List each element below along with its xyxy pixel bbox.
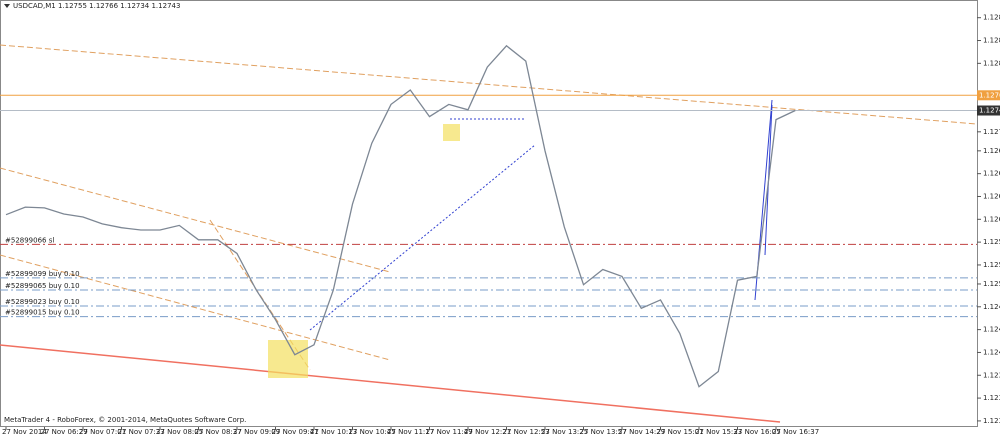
price-tag-label: 1.12743 (979, 107, 1000, 115)
x-tick-label: 27 Nov 06:29 (41, 428, 88, 436)
trade-link (309, 144, 536, 331)
x-tick-label: 27 Nov 13:57 (580, 428, 627, 436)
trend-line (0, 344, 781, 423)
y-tick-label: 1.12540 (983, 261, 1000, 269)
x-tick-label: 27 Nov 08:37 (195, 428, 242, 436)
x-tick-label: 27 Nov 2014 (2, 428, 47, 436)
menu-arrow[interactable] (4, 4, 10, 8)
order-label: #52899065 buy 0.10 (5, 282, 80, 290)
trend-line (0, 167, 391, 273)
x-tick-label: 27 Nov 07:01 (79, 428, 126, 436)
price-tag (977, 105, 1000, 116)
x-tick-label: 27 Nov 15:01 (657, 428, 704, 436)
plot-frame (0, 0, 978, 427)
highlight-box (443, 124, 460, 141)
y-tick-label: 1.12335 (983, 417, 1000, 425)
price-line-series (5, 44, 796, 388)
x-tick-label: 27 Nov 08:05 (156, 428, 203, 436)
y-tick-label: 1.12865 (983, 14, 1000, 22)
x-tick-label: 27 Nov 15:33 (695, 428, 742, 436)
highlight-box (268, 340, 308, 378)
price-tag-label: 1.12763 (979, 91, 1000, 99)
y-tick-label: 1.12485 (983, 303, 1000, 311)
chart-title: USDCAD,M1 1.12755 1.12766 1.12734 1.1274… (13, 2, 180, 10)
x-tick-label: 27 Nov 12:53 (503, 428, 550, 436)
y-tick-label: 1.12515 (983, 280, 1000, 288)
y-tick-label: 1.12630 (983, 192, 1000, 200)
trend-line (0, 254, 391, 361)
y-tick-label: 1.12570 (983, 238, 1000, 246)
order-label: #52899023 buy 0.10 (5, 298, 80, 306)
y-tick-label: 1.12690 (983, 147, 1000, 155)
x-tick-label: 27 Nov 16:05 (734, 428, 781, 436)
order-label: #52899066 sl (5, 236, 54, 244)
x-tick-label: 27 Nov 09:41 (272, 428, 319, 436)
y-tick-label: 1.12455 (983, 326, 1000, 334)
order-label: #52899015 buy 0.10 (5, 309, 80, 317)
x-tick-label: 27 Nov 10:13 (310, 428, 357, 436)
y-tick-label: 1.12600 (983, 215, 1000, 223)
trend-line (0, 44, 978, 125)
y-tick-label: 1.12835 (983, 37, 1000, 45)
y-tick-label: 1.12660 (983, 170, 1000, 178)
x-tick-label: 27 Nov 13:25 (541, 428, 588, 436)
x-tick-label: 27 Nov 14:29 (618, 428, 665, 436)
y-tick-label: 1.12365 (983, 394, 1000, 402)
y-tick-label: 1.12805 (983, 59, 1000, 67)
x-tick-label: 27 Nov 09:09 (233, 428, 280, 436)
y-tick-label: 1.12425 (983, 348, 1000, 356)
price-tag (977, 90, 1000, 101)
y-tick-label: 1.12715 (983, 128, 1000, 136)
order-label: #52899099 buy 0.10 (5, 270, 80, 278)
x-tick-label: 27 Nov 11:49 (426, 428, 473, 436)
x-tick-label: 27 Nov 12:21 (464, 428, 511, 436)
footer: MetaTrader 4 - RoboForex, © 2001-2014, M… (4, 416, 246, 424)
y-tick-label: 1.12395 (983, 371, 1000, 379)
x-tick-label: 27 Nov 16:37 (772, 428, 819, 436)
x-tick-label: 27 Nov 07:33 (118, 428, 165, 436)
x-tick-label: 27 Nov 11:17 (387, 428, 434, 436)
x-tick-label: 27 Nov 10:45 (349, 428, 396, 436)
